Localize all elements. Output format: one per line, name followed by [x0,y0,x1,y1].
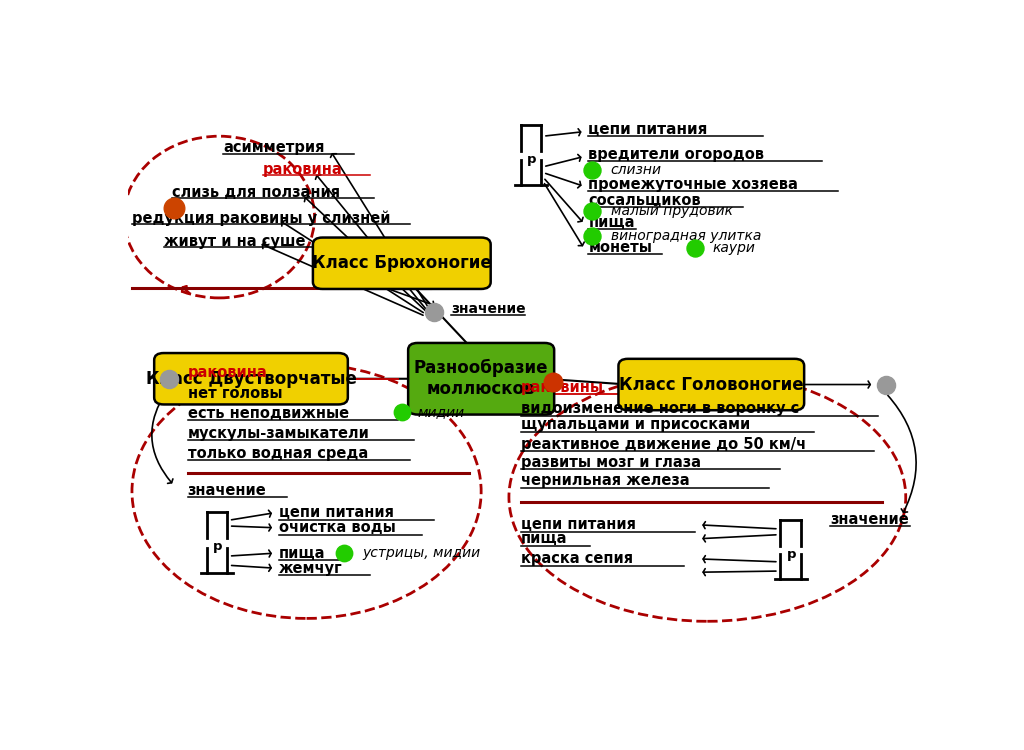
Point [166,202,182,214]
Point [545,376,561,388]
Text: асимметрия: асимметрия [223,140,325,155]
Text: щупальцами и присосками: щупальцами и присосками [521,418,751,433]
Text: краска сепия: краска сепия [521,551,633,566]
Text: мидии: мидии [418,405,465,419]
Point [584,230,600,242]
Text: Класс Брюхоногие: Класс Брюхоногие [312,254,492,272]
Text: живут и на суше: живут и на суше [164,234,305,249]
Text: раковины: раковины [521,380,604,395]
FancyBboxPatch shape [155,353,348,404]
Text: развиты мозг и глаза: развиты мозг и глаза [521,455,700,470]
Text: раковина: раковина [263,161,343,176]
Text: только водная среда: только водная среда [187,446,368,461]
Point [161,373,177,385]
Text: устрицы, мидии: устрицы, мидии [362,546,480,560]
Text: Разнообразие
моллюсков: Разнообразие моллюсков [414,359,549,398]
Text: значение: значение [830,512,909,526]
Text: Класс Двустворчатые: Класс Двустворчатые [145,370,356,388]
FancyBboxPatch shape [409,343,554,415]
Text: редукция раковины у слизней: редукция раковины у слизней [132,211,390,226]
Text: пища: пища [279,546,326,561]
Point [425,306,441,318]
Text: малый прудовик: малый прудовик [610,204,732,218]
Point [393,406,410,418]
Text: пища: пища [521,531,567,546]
Text: раковина: раковина [187,365,267,380]
Text: монеты: монеты [588,240,652,255]
Text: р: р [213,540,222,553]
Point [584,206,600,218]
Text: жемчуг: жемчуг [279,561,342,576]
Text: есть неподвижные: есть неподвижные [187,406,348,421]
Text: р: р [527,153,537,166]
Point [584,164,600,176]
Text: нет головы: нет головы [187,386,282,400]
Text: значение: значение [451,302,525,316]
Text: видоизменение ноги в воронку с: видоизменение ноги в воронку с [521,401,799,416]
Text: реактивное движение до 50 км/ч: реактивное движение до 50 км/ч [521,436,806,451]
Text: значение: значение [187,483,266,498]
Text: виноградная улитка: виноградная улитка [610,229,761,242]
FancyBboxPatch shape [313,238,490,289]
Text: каури: каури [713,241,756,255]
Text: сосальщиков: сосальщиков [588,194,700,208]
Text: Класс Головоногие: Класс Головоногие [618,376,804,394]
Text: чернильная железа: чернильная железа [521,473,689,488]
Text: цепи питания: цепи питания [521,518,636,532]
FancyBboxPatch shape [618,358,804,410]
Text: пища: пища [588,215,635,230]
Text: очистка воды: очистка воды [279,520,395,536]
Text: слизь для ползания: слизь для ползания [172,184,340,200]
Text: мускулы-замыкатели: мускулы-замыкатели [187,426,370,441]
Point [336,548,352,560]
Point [878,379,894,391]
Text: р: р [786,548,797,562]
Text: вредители огородов: вредители огородов [588,147,764,162]
Point [687,242,703,254]
Text: цепи питания: цепи питания [588,122,708,136]
Text: промежуточные хозяева: промежуточные хозяева [588,177,798,192]
Text: слизни: слизни [610,163,662,177]
Text: цепи питания: цепи питания [279,506,394,520]
